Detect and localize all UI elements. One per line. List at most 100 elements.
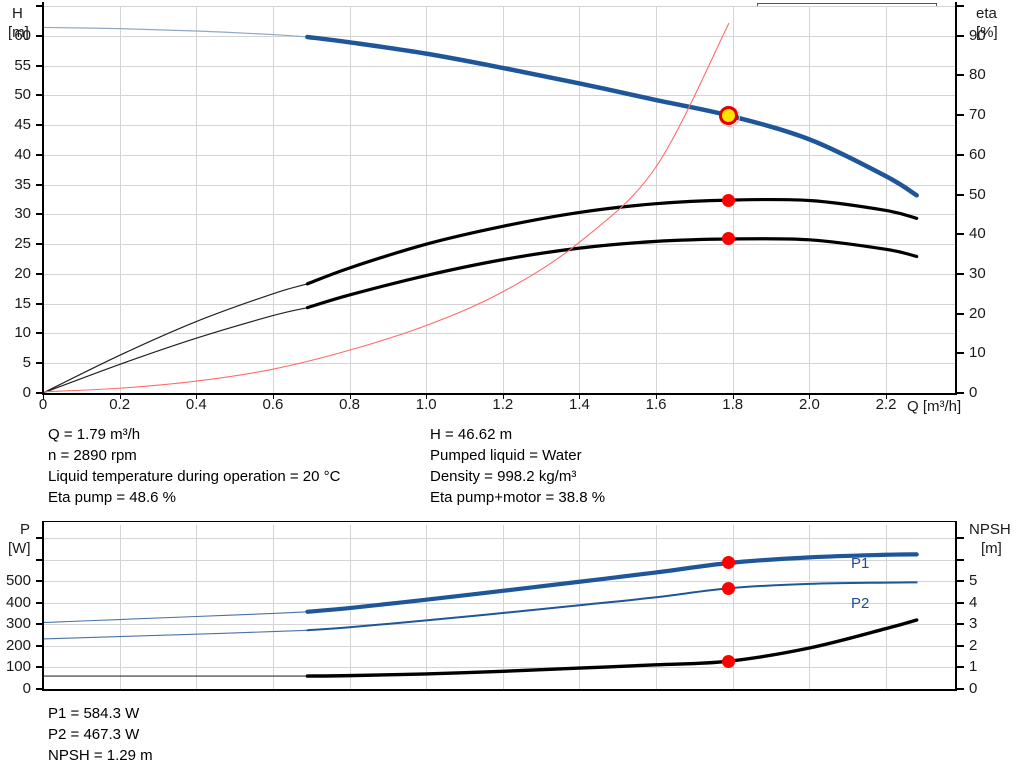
top-y2-tickmark[interactable]	[955, 193, 964, 196]
top-y-tickmark[interactable]	[36, 392, 44, 394]
top-y-tickmark[interactable]	[36, 213, 44, 216]
top-y-tickmark[interactable]	[36, 94, 44, 97]
grid-h[interactable]	[43, 303, 955, 305]
duty-point-head[interactable]	[719, 105, 739, 125]
duty-point-p2[interactable]	[722, 581, 736, 595]
bottom-x-axis[interactable]	[42, 689, 957, 691]
top-y-tickmark[interactable]	[36, 302, 44, 305]
duty-point-eta-pump-motor[interactable]	[722, 232, 736, 246]
top-x-tickmark[interactable]	[43, 393, 44, 399]
top-y-tickmark[interactable]	[36, 64, 44, 67]
top-y2-tickmark[interactable]	[955, 114, 964, 117]
grid-h[interactable]	[43, 559, 955, 561]
grid-v[interactable]	[426, 525, 428, 689]
bottom-y2-tickmark[interactable]	[955, 601, 964, 604]
grid-v[interactable]	[349, 6, 351, 393]
top-y2-tickmark[interactable]	[955, 74, 964, 77]
top-x-tickmark[interactable]	[502, 393, 504, 399]
top-x-tickmark[interactable]	[349, 393, 351, 399]
grid-v[interactable]	[732, 525, 734, 689]
grid-h[interactable]	[43, 537, 955, 539]
top-y2-tickmark[interactable]	[955, 5, 964, 7]
top-x-tickmark[interactable]	[579, 393, 581, 399]
grid-v[interactable]	[272, 525, 274, 689]
bottom-y-tickmark[interactable]	[36, 558, 44, 561]
grid-h[interactable]	[43, 645, 955, 647]
grid-h[interactable]	[43, 363, 955, 365]
grid-v[interactable]	[656, 525, 658, 689]
bottom-y2-tickmark[interactable]	[955, 536, 964, 539]
grid-h[interactable]	[43, 125, 955, 127]
grid-v[interactable]	[579, 6, 581, 393]
bottom-y2-axis[interactable]	[955, 521, 957, 689]
top-y-tickmark[interactable]	[36, 272, 44, 275]
top-y2-tickmark[interactable]	[955, 312, 964, 315]
bottom-y2-tickmark[interactable]	[955, 623, 964, 626]
grid-v[interactable]	[196, 525, 198, 689]
bottom-y-tickmark[interactable]	[36, 580, 44, 583]
top-y-tickmark[interactable]	[36, 243, 44, 246]
top-y-tickmark[interactable]	[36, 34, 44, 37]
bottom-y2-tickmark[interactable]	[955, 666, 964, 669]
grid-h[interactable]	[43, 581, 955, 583]
bottom-y-tickmark[interactable]	[36, 644, 44, 647]
top-y2-tickmark[interactable]	[955, 272, 964, 275]
grid-h[interactable]	[43, 273, 955, 275]
top-y2-tickmark[interactable]	[955, 153, 964, 156]
bottom-y2-tickmark[interactable]	[955, 580, 964, 583]
bottom-y-axis[interactable]	[42, 521, 44, 689]
grid-h[interactable]	[43, 35, 955, 37]
top-y-tickmark[interactable]	[36, 5, 44, 7]
grid-h[interactable]	[43, 333, 955, 335]
duty-point-p1[interactable]	[722, 556, 736, 570]
grid-v[interactable]	[656, 6, 658, 393]
top-y-tickmark[interactable]	[36, 153, 44, 156]
grid-h[interactable]	[43, 244, 955, 246]
top-x-tickmark[interactable]	[809, 393, 811, 399]
grid-h[interactable]	[43, 602, 955, 604]
grid-h[interactable]	[43, 6, 955, 7]
top-y2-tickmark[interactable]	[955, 34, 964, 37]
grid-h[interactable]	[43, 95, 955, 97]
grid-v[interactable]	[272, 6, 274, 393]
top-y-axis[interactable]	[42, 2, 44, 395]
top-y2-tickmark[interactable]	[955, 352, 964, 355]
grid-h[interactable]	[43, 214, 955, 216]
grid-h[interactable]	[43, 184, 955, 186]
bottom-y-tickmark[interactable]	[36, 601, 44, 604]
bottom-y-tickmark[interactable]	[36, 623, 44, 626]
top-x-tickmark[interactable]	[196, 393, 198, 399]
grid-v[interactable]	[119, 525, 121, 689]
grid-h[interactable]	[43, 667, 955, 669]
bottom-y2-tickmark[interactable]	[955, 558, 964, 561]
bottom-y-tickmark[interactable]	[36, 666, 44, 669]
bottom-top-border[interactable]	[42, 521, 957, 522]
top-y2-axis[interactable]	[955, 2, 957, 395]
grid-v[interactable]	[502, 6, 504, 393]
grid-v[interactable]	[426, 6, 428, 393]
grid-v[interactable]	[886, 6, 888, 393]
grid-v[interactable]	[886, 525, 888, 689]
top-x-tickmark[interactable]	[272, 393, 274, 399]
top-x-tickmark[interactable]	[119, 393, 121, 399]
bottom-y-tickmark[interactable]	[36, 688, 44, 690]
grid-v[interactable]	[119, 6, 121, 393]
duty-point-npsh[interactable]	[722, 654, 736, 668]
grid-v[interactable]	[502, 525, 504, 689]
bottom-y2-tickmark[interactable]	[955, 644, 964, 647]
bottom-y2-tickmark[interactable]	[955, 688, 964, 690]
top-x-tickmark[interactable]	[886, 393, 888, 399]
grid-h[interactable]	[43, 154, 955, 156]
top-y-tickmark[interactable]	[36, 124, 44, 127]
top-y-tickmark[interactable]	[36, 362, 44, 365]
grid-v[interactable]	[579, 525, 581, 689]
grid-v[interactable]	[809, 525, 811, 689]
top-x-axis[interactable]	[42, 393, 957, 395]
grid-v[interactable]	[196, 6, 198, 393]
duty-point-eta-pump[interactable]	[722, 193, 736, 207]
top-y-tickmark[interactable]	[36, 183, 44, 186]
top-x-tickmark[interactable]	[732, 393, 734, 399]
top-y-tickmark[interactable]	[36, 332, 44, 335]
top-y2-tickmark[interactable]	[955, 392, 964, 394]
top-x-tickmark[interactable]	[656, 393, 658, 399]
